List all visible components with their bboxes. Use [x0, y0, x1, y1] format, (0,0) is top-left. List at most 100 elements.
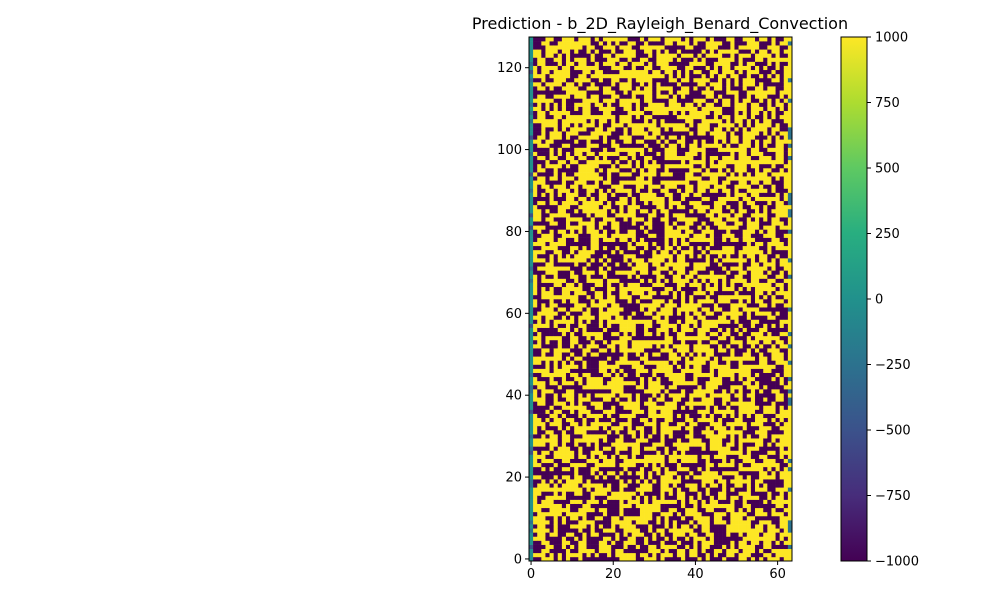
- heatmap-cell: [631, 208, 637, 214]
- heatmap-cell: [611, 311, 616, 316]
- heatmap-cell: [594, 237, 600, 242]
- heatmap-cell: [607, 122, 612, 128]
- heatmap-cell: [685, 483, 690, 488]
- heatmap-cell: [648, 344, 653, 349]
- heatmap-cell: [631, 352, 637, 357]
- heatmap-cell: [656, 323, 661, 328]
- heatmap-cell: [537, 106, 542, 111]
- heatmap-cell: [615, 470, 620, 476]
- heatmap-cell: [541, 278, 546, 283]
- heatmap-cell: [545, 352, 550, 357]
- heatmap-cell: [545, 511, 550, 517]
- heatmap-cell: [635, 77, 641, 83]
- heatmap-cell: [660, 139, 665, 144]
- heatmap-cell: [586, 213, 591, 218]
- heatmap-cell: [644, 69, 649, 75]
- heatmap-cell: [627, 331, 633, 337]
- heatmap-cell: [639, 65, 645, 71]
- heatmap-cell: [545, 323, 550, 328]
- heatmap-cell: [541, 470, 546, 476]
- heatmap-cell: [537, 417, 542, 423]
- heatmap-cell: [664, 360, 670, 365]
- heatmap-cell: [648, 520, 653, 525]
- heatmap-cell: [635, 430, 641, 435]
- heatmap-cell: [660, 544, 665, 550]
- heatmap-cell: [570, 511, 575, 517]
- heatmap-cell: [561, 237, 567, 242]
- heatmap-cell: [549, 327, 554, 333]
- heatmap-cell: [541, 540, 546, 545]
- heatmap-cell: [545, 299, 550, 304]
- heatmap-cell: [619, 37, 624, 42]
- heatmap-cell: [672, 372, 678, 378]
- heatmap-cell: [656, 155, 661, 161]
- heatmap-cell: [668, 434, 674, 439]
- heatmap-cell: [672, 307, 678, 312]
- heatmap-cell: [615, 442, 620, 447]
- heatmap-cell: [582, 114, 587, 120]
- heatmap-cell: [541, 270, 546, 275]
- heatmap-cell: [582, 380, 587, 386]
- heatmap-cell: [648, 200, 653, 206]
- heatmap-cell: [672, 384, 678, 390]
- heatmap-cell: [594, 278, 600, 283]
- heatmap-cell: [561, 192, 567, 197]
- heatmap-cell: [570, 335, 575, 341]
- heatmap-cell: [681, 131, 686, 136]
- heatmap-cell: [541, 376, 546, 382]
- heatmap-cell: [619, 278, 624, 283]
- heatmap-cell: [681, 524, 686, 529]
- heatmap-cell: [598, 421, 604, 427]
- heatmap-cell: [594, 127, 600, 132]
- heatmap-cell: [668, 176, 674, 181]
- heatmap-cell: [676, 556, 682, 562]
- heatmap-cell: [627, 475, 633, 480]
- heatmap-cell: [578, 515, 583, 521]
- heatmap-cell: [529, 331, 534, 337]
- heatmap-cell: [529, 372, 534, 378]
- heatmap-cell: [590, 303, 596, 308]
- heatmap-cell: [549, 233, 554, 238]
- heatmap-cell: [619, 200, 624, 206]
- heatmap-cell: [533, 548, 538, 554]
- heatmap-cell: [549, 458, 554, 464]
- heatmap-cell: [668, 147, 674, 152]
- heatmap-cell: [668, 213, 674, 218]
- heatmap-cell: [594, 556, 600, 562]
- heatmap-cell: [541, 397, 546, 402]
- heatmap-cell: [672, 515, 678, 521]
- heatmap-cell: [582, 384, 587, 390]
- heatmap-cell: [590, 69, 596, 75]
- heatmap-cell: [574, 425, 579, 431]
- heatmap-cell: [598, 196, 604, 202]
- heatmap-cell: [533, 536, 538, 541]
- heatmap-cell: [561, 90, 567, 95]
- heatmap-cell: [652, 413, 657, 419]
- heatmap-cell: [541, 258, 546, 263]
- heatmap-cell: [533, 487, 538, 492]
- heatmap-cell: [557, 536, 563, 541]
- heatmap-cell: [644, 360, 649, 365]
- heatmap-cell: [590, 311, 596, 316]
- heatmap-cell: [635, 487, 641, 492]
- heatmap-cell: [627, 49, 633, 54]
- heatmap-cell: [664, 159, 670, 165]
- heatmap-cell: [574, 405, 579, 410]
- heatmap-cell: [565, 462, 571, 468]
- heatmap-cell: [639, 348, 645, 353]
- heatmap-cell: [578, 335, 583, 341]
- heatmap-cell: [586, 344, 591, 349]
- heatmap-cell: [594, 319, 600, 324]
- heatmap-cell: [644, 213, 649, 218]
- heatmap-cell: [602, 290, 608, 296]
- heatmap-cell: [602, 307, 608, 312]
- heatmap-cell: [681, 434, 686, 439]
- heatmap-cell: [635, 323, 641, 328]
- heatmap-cell: [586, 430, 591, 435]
- heatmap-cell: [648, 118, 653, 124]
- heatmap-cell: [611, 466, 616, 472]
- heatmap-cell: [631, 540, 637, 545]
- heatmap-cell: [668, 61, 674, 66]
- heatmap-cell: [619, 335, 624, 341]
- heatmap-cell: [565, 102, 571, 107]
